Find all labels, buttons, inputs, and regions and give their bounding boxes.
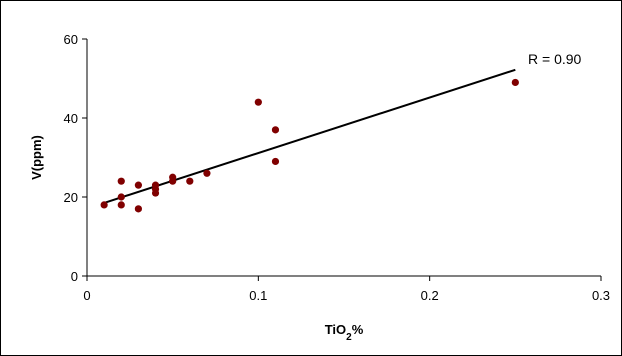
x-tick-label: 0.2 <box>421 288 439 303</box>
data-points <box>100 78 519 213</box>
trendline <box>103 68 516 204</box>
x-axis-title: TiO2% <box>325 322 364 343</box>
y-tick-label: 60 <box>64 32 78 47</box>
data-point <box>169 173 177 181</box>
x-tick-label: 0.1 <box>249 288 267 303</box>
y-tick-label: 40 <box>64 111 78 126</box>
data-point <box>100 201 108 209</box>
x-axis-title-subscript: 2 <box>346 332 352 343</box>
x-tick-label: 0 <box>83 288 90 303</box>
data-point <box>134 205 142 213</box>
x-axis-title-main: TiO <box>325 322 346 337</box>
axis-ticks: 0 20 40 60 0 0.1 0.2 0.3 <box>64 32 611 303</box>
data-point <box>186 177 194 185</box>
data-point <box>151 181 160 189</box>
x-axis-title-suffix: % <box>352 322 364 337</box>
y-tick-label: 0 <box>71 269 78 284</box>
data-point <box>203 169 211 177</box>
r-value-annotation: R = 0.90 <box>528 51 582 67</box>
y-axis-title: V(ppm) <box>29 135 44 180</box>
data-point <box>117 193 125 201</box>
x-tick-label: 0.3 <box>592 288 610 303</box>
data-point <box>511 78 519 87</box>
data-point <box>134 181 142 189</box>
y-tick-label: 20 <box>64 190 78 205</box>
axes <box>86 39 601 277</box>
data-point <box>117 201 125 209</box>
data-point <box>271 126 280 134</box>
data-point <box>117 177 125 185</box>
data-point <box>254 98 262 106</box>
data-point <box>271 157 280 166</box>
